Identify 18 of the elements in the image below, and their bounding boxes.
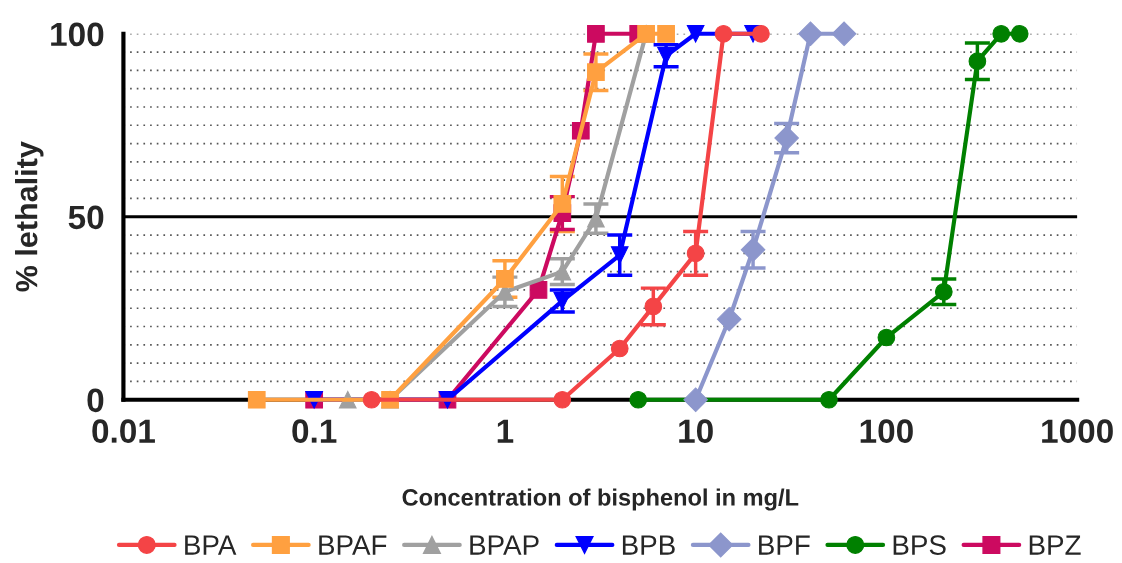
- y-axis-title: % lethality: [15, 141, 44, 292]
- x-tick-label: 0.01: [92, 419, 155, 443]
- legend-label: BPAP: [470, 535, 539, 555]
- y-tick-label: 0: [87, 388, 104, 413]
- y-tick-label: 100: [51, 22, 104, 47]
- x-tick-label: 100: [860, 419, 913, 443]
- legend-label: BPS: [893, 535, 946, 555]
- x-tick-label: 1: [497, 419, 514, 443]
- legend-label: BPB: [622, 535, 675, 555]
- x-axis-title: Concentration of bisphenol in mg/L: [402, 488, 799, 511]
- x-tick-label: 0.1: [292, 419, 337, 443]
- x-tick-label: 1000: [1042, 419, 1113, 443]
- legend-label: BPA: [185, 535, 237, 555]
- legend-label: BPF: [759, 535, 810, 555]
- x-tick-label: 10: [679, 419, 713, 443]
- legend-label: BPAF: [319, 535, 387, 555]
- legend-label: BPZ: [1029, 535, 1081, 555]
- y-tick-label: 50: [68, 205, 104, 230]
